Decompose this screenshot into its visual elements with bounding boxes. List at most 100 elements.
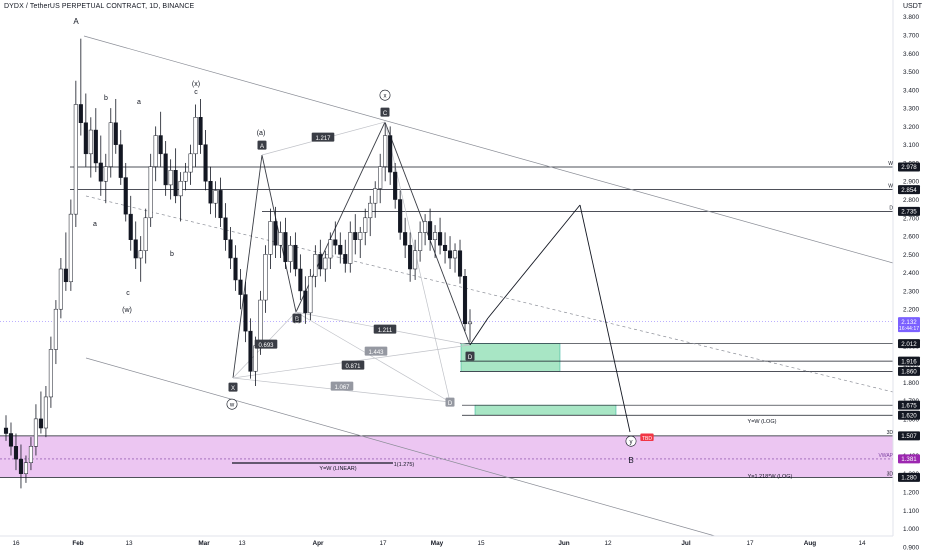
y-tick-label: 3.700 [903,33,919,40]
y-tick-label: 1.200 [903,490,919,497]
candle-body [3,427,9,434]
x-tick-label: 12 [604,540,612,547]
candle-body [398,199,403,233]
candle-body [123,177,128,215]
x-tick-label: 13 [238,540,246,547]
candle-body [188,153,193,173]
drawings [0,35,894,537]
candle-body [103,166,108,182]
annotation-label: 0.693 [258,343,274,349]
purple-target-zone [0,435,893,478]
candle-body [143,217,148,251]
y-tick-label: 3.100 [903,142,919,149]
line-tag: W [888,161,893,167]
candle-body [73,104,78,215]
candle-body [148,166,153,219]
annotation-label: X [231,386,235,392]
candle-body [338,244,343,255]
annotation-label: Y=1.218*W (LOG) [748,474,793,480]
candle-body [173,170,178,197]
candle-body [48,349,53,398]
candle-body [23,462,29,474]
y-tick-label: 2.700 [903,215,919,222]
annotation-label: 1.067 [334,385,350,391]
annotation-label: (x) [192,81,200,88]
candle-body [113,122,118,145]
annotation-label: a [93,221,97,228]
candle-body [408,244,413,270]
annotation-box [330,381,354,391]
y-tick-label: 2.500 [903,252,919,259]
y-tick-label: 3.300 [903,106,919,113]
candle-body [363,217,368,233]
annotation-label: TBD [642,436,652,442]
annotation-circle [379,89,391,101]
annotation-circle [226,398,238,410]
price-tag-countdown: 16:44:17 [899,326,919,332]
line-tag: 3D [887,430,894,436]
y-tick-label: 1.000 [903,526,919,533]
annotation-label: (w) [122,307,132,314]
y-tick-label: 0.900 [903,544,919,550]
annotation-label: B [295,317,299,323]
candle-body [308,276,313,314]
candle-body [158,135,163,155]
candle-body [198,117,203,145]
candle-body [388,135,393,173]
annotation-label: C [383,111,388,117]
candle-body [8,433,14,447]
annotation-box [292,313,302,323]
x-tick-label: 15 [477,540,485,547]
time-axis[interactable]: 16 Feb 13 Mar 13 Apr 17 May 15 Jun 12 Jul 17 Aug 14 [0,535,893,547]
price-tag [898,431,920,441]
price-tag-label: 2.132 [901,319,917,326]
x-tick-label: Jul [681,540,690,547]
price-tag-label: 2.854 [901,187,917,194]
candle-body [228,239,233,259]
price-tag-label: 1.507 [901,433,917,440]
x-tick-label: Mar [198,540,210,547]
x-tick-label: Apr [312,540,324,547]
green-lower-zone [474,404,617,416]
y-tick-label: 1.100 [903,508,919,515]
lower-channel-line [85,357,716,537]
zones [0,343,893,478]
candle-body [83,122,88,155]
annotation-box [341,360,365,370]
line-tag: 3D [887,471,894,477]
annotation-label: Y=W (LOG) [748,419,777,425]
candle-body [452,250,458,259]
annotation-box [364,346,388,356]
candle-body [168,170,173,186]
candle-body [373,188,378,204]
candle-body [133,239,138,259]
candle-body [313,254,318,277]
annotation-label: B [628,456,633,465]
candle-body [248,330,253,372]
annotation-label: c [126,290,130,297]
pattern-leg [232,154,263,379]
candle-body [78,104,83,123]
candle-body [43,396,48,429]
x-tick-label: 14 [858,540,866,547]
y-tick-label: 2.200 [903,307,919,314]
y-tick-label: 3.600 [903,51,919,58]
projection-leg [469,317,489,346]
candle-body [88,129,93,155]
price-tag-label: 1.675 [901,402,917,409]
price-tag [898,317,920,333]
candle-body [358,232,363,240]
pattern-cd2-line [384,121,451,403]
x-tick-label: Jun [558,540,569,547]
candle-body [433,232,438,240]
price-tag-label: 2.978 [901,164,917,171]
projection-leg [487,204,581,319]
candle-body [213,190,218,204]
price-tag-label: 1.916 [901,358,917,365]
annotation-box [311,132,335,142]
candle-body [278,232,283,246]
price-axis[interactable]: 3.800 3.700 3.600 3.500 3.400 3.300 3.200 3.100… [878,0,932,550]
y-tick-label: 1.800 [903,380,919,387]
annotation-label: y [630,439,633,445]
